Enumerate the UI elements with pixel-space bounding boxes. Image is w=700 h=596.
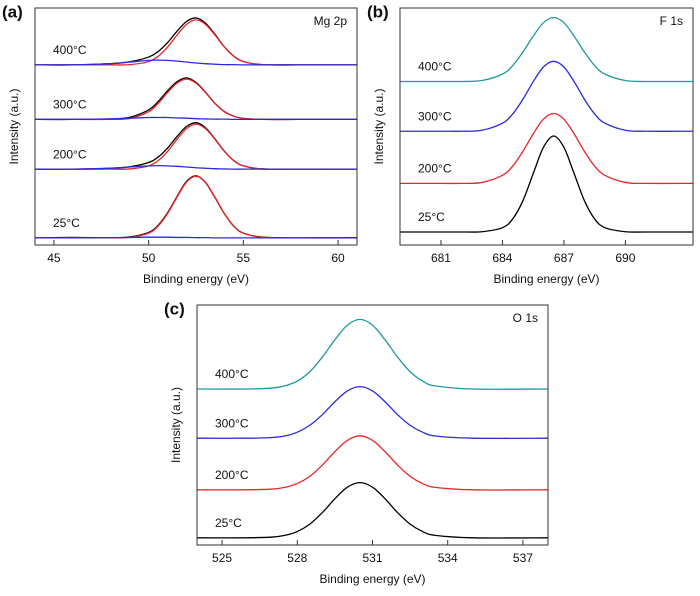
x-tick-label: 528 (287, 551, 307, 565)
temperature-label: 25°C (53, 216, 80, 230)
x-tick-label: 537 (513, 551, 533, 565)
x-tick-label: 531 (362, 551, 382, 565)
spectrum-line (35, 17, 357, 66)
annotation: Mg 2p (314, 14, 348, 28)
spectrum-line (35, 236, 357, 239)
temperature-label: 25°C (215, 516, 242, 530)
plot-frame (34, 7, 358, 246)
temperature-label: 200°C (53, 147, 87, 161)
x-axis-label: Binding energy (eV) (493, 272, 599, 286)
x-tick-label: 684 (492, 251, 512, 265)
spectrum-line (35, 175, 357, 239)
spectrum-line (35, 175, 357, 239)
plot-frame (399, 7, 694, 246)
spectrum-line (35, 59, 357, 66)
spectrum-line (35, 164, 357, 170)
x-tick-label: 690 (615, 251, 635, 265)
spectrum-line (400, 60, 693, 132)
spectrum-line (400, 112, 693, 185)
temperature-label: 25°C (418, 210, 445, 224)
x-axis-label: Binding energy (eV) (143, 272, 249, 286)
spectrum-line (197, 385, 548, 440)
spectrum-line (35, 116, 357, 121)
spectrum-line (35, 19, 357, 66)
panel-label: (c) (164, 299, 185, 318)
panel: 400°C 300°C 200°C 25°C 525 528 531 534 537 Bindin… (164, 299, 549, 586)
x-tick-label: 50 (142, 251, 156, 265)
plot-frame (196, 304, 549, 546)
temperature-label: 300°C (53, 98, 87, 112)
panel: 400°C 300°C 200°C 25°C 45 50 55 60 Binding energ… (2, 2, 358, 286)
temperature-label: 400°C (53, 43, 87, 57)
y-axis-label: Intensity (a.u.) (169, 387, 183, 463)
spectrum-line (197, 481, 548, 539)
panel-label: (a) (2, 2, 23, 21)
temperature-label: 400°C (418, 60, 452, 74)
temperature-label: 300°C (215, 416, 249, 430)
x-tick-label: 534 (438, 551, 458, 565)
x-tick-label: 45 (47, 251, 61, 265)
spectrum-line (35, 122, 357, 170)
annotation: F 1s (660, 14, 683, 28)
y-axis-label: Intensity (a.u.) (372, 88, 386, 164)
temperature-label: 200°C (418, 162, 452, 176)
x-tick-label: 55 (237, 251, 251, 265)
panel-label: (b) (367, 2, 389, 21)
spectrum-line (400, 16, 693, 83)
x-tick-label: 525 (212, 551, 232, 565)
x-tick-label: 687 (554, 251, 574, 265)
spectrum-line (197, 435, 548, 491)
temperature-label: 400°C (215, 367, 249, 381)
spectrum-line (197, 318, 548, 390)
spectrum-line (35, 123, 357, 170)
x-axis-label: Binding energy (eV) (319, 572, 425, 586)
panel: 400°C 300°C 200°C 25°C 681 684 687 690 Binding e… (367, 2, 694, 286)
spectrum-line (400, 135, 693, 233)
x-tick-label: 681 (431, 251, 451, 265)
temperature-label: 300°C (418, 109, 452, 123)
x-tick-label: 60 (331, 251, 345, 265)
y-axis-label: Intensity (a.u.) (7, 88, 21, 164)
temperature-label: 200°C (215, 468, 249, 482)
annotation: O 1s (513, 311, 538, 325)
